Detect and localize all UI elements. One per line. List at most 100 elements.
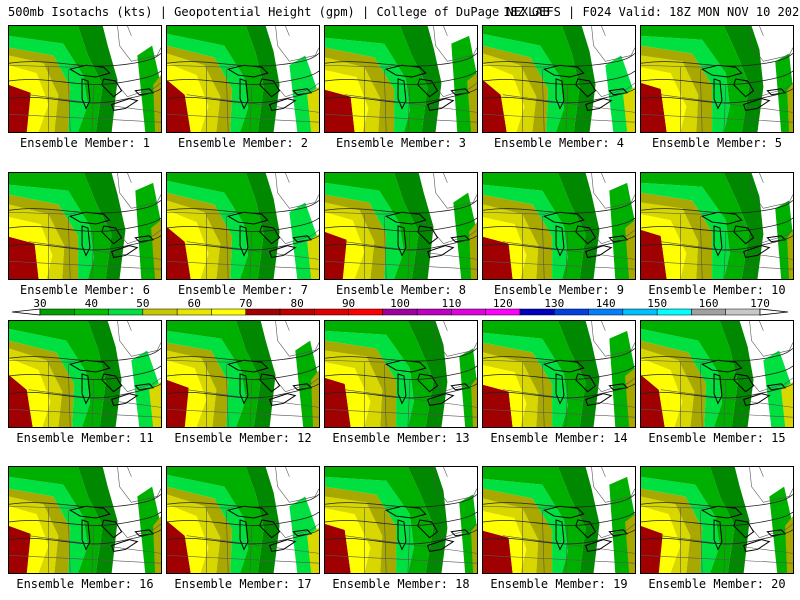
isotach-band: [641, 496, 691, 573]
political-border: [735, 72, 793, 98]
isotach-band: [483, 352, 539, 427]
height-contour: [483, 383, 635, 399]
isotach-band: [9, 173, 112, 279]
great-lake-outline: [239, 225, 249, 257]
height-contour: [325, 494, 477, 508]
isotach-band: [407, 467, 448, 573]
great-lake-outline: [575, 519, 597, 539]
isotach-band: [153, 75, 161, 132]
isotach-band: [325, 202, 375, 279]
isotach-band: [723, 26, 764, 132]
isotach-band: [723, 173, 764, 279]
isotach-band: [641, 35, 730, 132]
political-border: [699, 69, 703, 132]
great-lake-outline: [239, 373, 249, 405]
political-border: [91, 379, 95, 427]
political-border: [9, 211, 79, 215]
political-border: [249, 525, 253, 573]
height-contour: [167, 53, 319, 67]
political-border: [186, 241, 319, 260]
political-border: [9, 555, 161, 564]
political-border: [483, 505, 553, 509]
isotach-band: [641, 321, 738, 427]
colorbar-legend: 30 40 50 60 70 80 90 100 110 120 130 140 150 160 170: [0, 297, 800, 319]
isotach-band: [325, 350, 383, 427]
political-border: [325, 114, 477, 123]
ensemble-map-panel: [640, 172, 794, 280]
ensemble-member-label: Ensemble Member: 6: [19, 283, 151, 297]
isotach-band: [483, 79, 507, 132]
political-border: [127, 173, 132, 183]
political-border: [225, 69, 229, 132]
political-border: [344, 535, 477, 554]
great-lake-outline: [766, 235, 787, 243]
political-border: [9, 409, 161, 418]
political-border: [565, 379, 569, 427]
great-lake-outline: [101, 78, 123, 98]
great-lake-outline: [555, 225, 565, 257]
isotach-band: [167, 180, 248, 279]
political-border: [9, 114, 161, 123]
great-lake-outline: [417, 373, 439, 393]
isotach-band: [325, 212, 365, 279]
ensemble-member-label: Ensemble Member: 12: [174, 431, 312, 445]
great-lake-outline: [397, 225, 407, 257]
great-lake-outline: [427, 98, 455, 111]
political-border: [407, 379, 411, 427]
political-border: [103, 513, 161, 539]
colorbar-tick-label: 80: [291, 297, 304, 310]
isotach-band: [167, 360, 207, 427]
political-border: [641, 505, 711, 509]
political-border: [167, 64, 237, 68]
ensemble-map-panel: [640, 320, 794, 428]
political-border: [127, 321, 132, 331]
isotach-band: [641, 82, 667, 132]
isotach-band: [325, 47, 395, 132]
wind-speed-map: [641, 173, 793, 279]
political-border: [325, 409, 477, 418]
isotach-band: [641, 374, 665, 427]
isotach-band: [325, 321, 434, 427]
political-border: [577, 219, 635, 245]
height-contour: [167, 494, 319, 508]
great-lake-outline: [81, 519, 91, 551]
colorbar-tick-label: 110: [441, 297, 461, 310]
great-lake-outline: [555, 78, 565, 110]
isotach-band: [483, 26, 580, 132]
great-lake-outline: [575, 78, 597, 98]
political-border: [275, 173, 319, 209]
isotach-band: [483, 467, 586, 573]
great-lake-outline: [733, 78, 755, 98]
ensemble-member-label: Ensemble Member: 19: [490, 577, 628, 591]
isotach-band: [311, 370, 319, 427]
ensemble-member-label: Ensemble Member: 18: [332, 577, 470, 591]
political-border: [735, 513, 793, 539]
isotach-band: [167, 520, 191, 573]
great-lake-outline: [713, 519, 723, 551]
ensemble-map-panel: [8, 466, 162, 574]
ensemble-map-panel: [8, 172, 162, 280]
ensemble-member-label: Ensemble Member: 14: [490, 431, 628, 445]
political-border: [186, 389, 319, 408]
isotach-band: [625, 368, 635, 427]
isotach-band: [9, 348, 63, 427]
great-lake-outline: [134, 383, 155, 391]
isotach-band: [325, 173, 419, 279]
political-border: [565, 84, 569, 132]
great-lake-outline: [743, 393, 771, 406]
great-lake-outline: [292, 88, 313, 96]
great-lake-outline: [417, 78, 439, 98]
political-border: [601, 321, 606, 331]
wind-speed-map: [325, 173, 477, 279]
isotach-band: [325, 182, 404, 279]
great-lake-outline: [713, 373, 723, 405]
isotach-band: [9, 476, 88, 573]
wind-speed-map: [483, 321, 635, 427]
ensemble-map-panel: [8, 25, 162, 133]
political-border: [502, 241, 635, 260]
political-border: [91, 525, 95, 573]
ensemble-map-panel: [166, 466, 320, 574]
colorbar-tick-label: 60: [188, 297, 201, 310]
wind-speed-map: [167, 26, 319, 132]
political-border: [565, 231, 569, 279]
